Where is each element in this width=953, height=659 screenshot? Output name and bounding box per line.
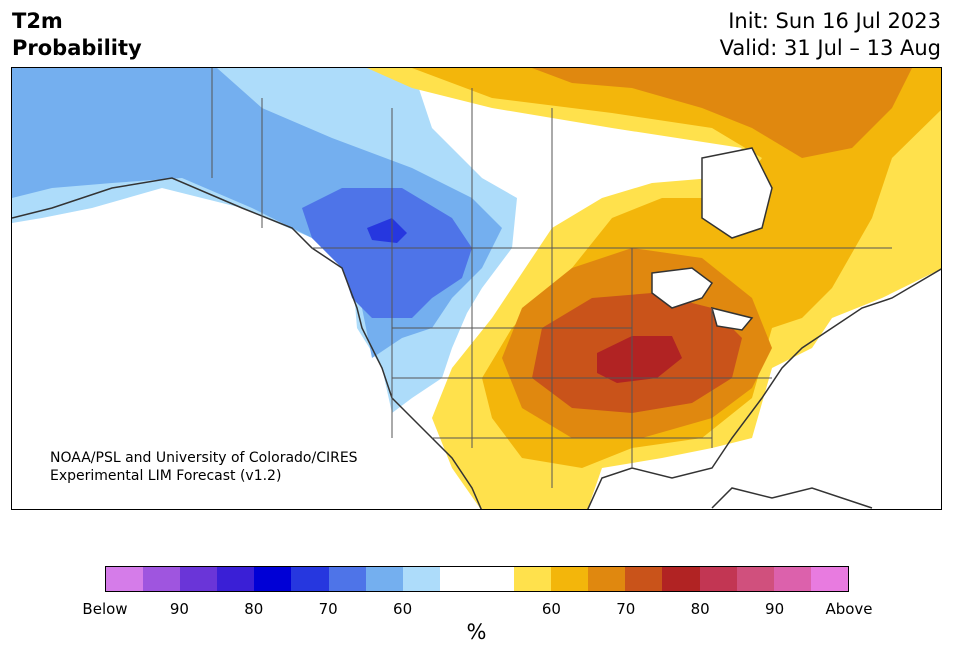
init-date: Init: Sun 16 Jul 2023: [728, 9, 941, 33]
colorbar-cell: [699, 567, 737, 591]
valid-dates: Valid: 31 Jul – 13 Aug: [719, 36, 941, 60]
colorbar-tick-label: 80: [244, 600, 264, 618]
colorbar-tick-label: 70: [616, 600, 636, 618]
colorbar-cell: [588, 567, 626, 591]
colorbar-cell: [810, 567, 848, 591]
map-title: T2m Probability: [12, 9, 142, 60]
colorbar-cell: [476, 567, 515, 591]
credit-text: NOAA/PSL and University of Colorado/CIRE…: [50, 449, 358, 485]
credit-line-2: Experimental LIM Forecast (v1.2): [50, 468, 282, 484]
colorbar-cell: [514, 567, 552, 591]
above-80-region: [597, 336, 682, 383]
political-borders: [211, 68, 892, 488]
probability-map: [12, 68, 941, 509]
colorbar-tick-label: 60: [541, 600, 561, 618]
colorbar-unit: %: [466, 620, 487, 644]
colorbar-tick-label: Above: [825, 600, 873, 618]
colorbar: [105, 566, 849, 592]
colorbar-ticks: Below 90 80 70 60 60 70 80 90 Above: [0, 600, 953, 620]
colorbar-tick-label: 80: [690, 600, 710, 618]
great-lakes: [651, 267, 754, 331]
colorbar-cell: [291, 567, 329, 591]
colorbar-cell: [402, 567, 440, 591]
forecast-dates: Init: Sun 16 Jul 2023 Valid: 31 Jul – 13…: [720, 8, 941, 62]
credit-line-1: NOAA/PSL and University of Colorado/CIRE…: [50, 450, 358, 466]
colorbar-tick-label: 70: [318, 600, 338, 618]
colorbar-tick-label: 90: [765, 600, 785, 618]
colorbar-cell: [365, 567, 403, 591]
colorbar-cell: [736, 567, 774, 591]
colorbar-tick-label: Below: [82, 600, 128, 618]
colorbar-cell: [106, 567, 144, 591]
colorbar-cell: [551, 567, 589, 591]
colorbar-cell: [143, 567, 181, 591]
colorbar-tick-label: 60: [393, 600, 413, 618]
colorbar-cell: [625, 567, 663, 591]
colorbar-cell: [254, 567, 292, 591]
below-75-region: [367, 218, 407, 243]
colorbar-cell: [662, 567, 700, 591]
below-70-region: [302, 188, 472, 318]
colorbar-tick-label: 90: [169, 600, 189, 618]
map-panel: NOAA/PSL and University of Colorado/CIRE…: [11, 67, 942, 510]
colorbar-cell: [439, 567, 477, 591]
colorbar-cell: [217, 567, 255, 591]
colorbar-cell: [773, 567, 811, 591]
hudson-bay: [701, 147, 773, 239]
colorbar-cell: [180, 567, 218, 591]
colorbar-cell: [328, 567, 366, 591]
